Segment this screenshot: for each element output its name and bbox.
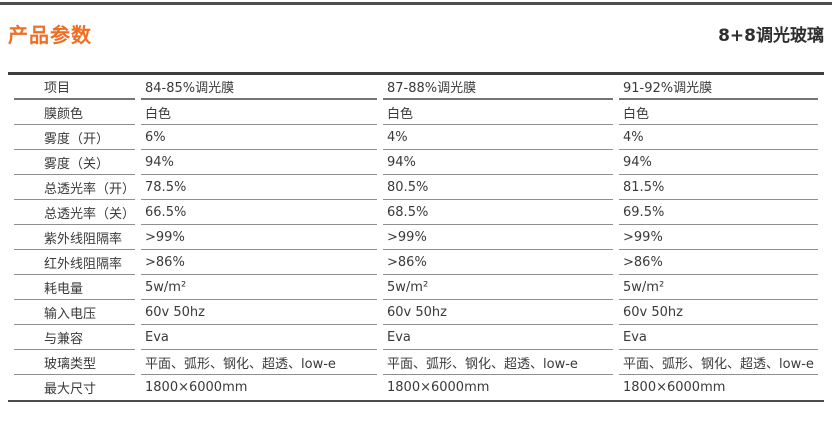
table-row: 玻璃类型 平面、弧形、钢化、超透、low-e 平面、弧形、钢化、超透、low-e 平面…: [14, 350, 818, 375]
table-row: 膜颜色 白色 白色 白色: [14, 100, 818, 125]
spec-table: 项目 84-85%调光膜 87-88%调光膜 91-92%调光膜 膜颜色 白色 白色 白色雾…: [8, 75, 824, 400]
spec-value: 68.5%: [383, 200, 614, 225]
table-row: 紫外线阻隔率 >99% >99% >99%: [14, 225, 818, 250]
spec-value: 白色: [383, 100, 614, 125]
spec-value: 69.5%: [619, 200, 818, 225]
spec-value: 1800×6000mm: [623, 380, 726, 395]
header: 产品参数 8+8调光玻璃: [0, 20, 832, 47]
page-title: 产品参数: [8, 22, 92, 47]
row-label: 雾度（关）: [14, 150, 136, 175]
spec-value: 1800×6000mm: [387, 380, 490, 395]
column-header-item: 项目: [14, 75, 136, 100]
table-header-row: 项目 84-85%调光膜 87-88%调光膜 91-92%调光膜: [14, 75, 818, 100]
spec-value: 平面、弧形、钢化、超透、low-e: [383, 350, 614, 375]
spec-value: >86%: [141, 250, 378, 275]
table-head: 项目 84-85%调光膜 87-88%调光膜 91-92%调光膜: [14, 75, 818, 100]
column-header-film: 91-92%调光膜: [619, 75, 818, 100]
spec-value: Eva: [619, 325, 818, 350]
spec-value: 4%: [619, 125, 818, 150]
row-label: 最大尺寸: [44, 382, 97, 397]
spec-value: 60v 50hz: [383, 300, 614, 325]
table-row: 红外线阻隔率 >86% >86% >86%: [14, 250, 818, 275]
spec-value: >99%: [619, 225, 818, 250]
spec-value: 平面、弧形、钢化、超透、low-e: [619, 350, 818, 375]
spec-table-wrap: 项目 84-85%调光膜 87-88%调光膜 91-92%调光膜 膜颜色 白色 白色 白色雾…: [8, 72, 824, 402]
table-row: 雾度（关） 94% 94% 94%: [14, 150, 818, 175]
spec-value: 60v 50hz: [619, 300, 818, 325]
spec-value: 94%: [619, 150, 818, 175]
table-row: 耗电量 5w/m² 5w/m² 5w/m²: [14, 275, 818, 300]
spec-value: 94%: [383, 150, 614, 175]
spec-value: 6%: [141, 125, 378, 150]
table-row: 输入电压 60v 50hz 60v 50hz 60v 50hz: [14, 300, 818, 325]
spec-value: 白色: [619, 100, 818, 125]
spec-value: >86%: [619, 250, 818, 275]
spec-value: 5w/m²: [619, 275, 818, 300]
row-label: 雾度（开）: [14, 125, 136, 150]
spec-value: 80.5%: [383, 175, 614, 200]
row-label: 与兼容: [14, 325, 136, 350]
spec-value: Eva: [141, 325, 378, 350]
spec-value: >99%: [141, 225, 378, 250]
table-row: 总透光率（开） 78.5% 80.5% 81.5%: [14, 175, 818, 200]
spec-value: >99%: [383, 225, 614, 250]
spec-value: 5w/m²: [141, 275, 378, 300]
table-row: 雾度（开） 6% 4% 4%: [14, 125, 818, 150]
spec-value: 白色: [141, 100, 378, 125]
top-divider: [0, 2, 832, 5]
spec-value: 81.5%: [619, 175, 818, 200]
spec-value: 94%: [141, 150, 378, 175]
spec-value: Eva: [383, 325, 614, 350]
table-body: 膜颜色 白色 白色 白色 雾度（开） 6% 4% 4% 雾度（关） 94% 94% 94% 总透光率（开…: [14, 100, 818, 400]
row-label: 总透光率（开）: [14, 175, 136, 200]
spec-value: 60v 50hz: [141, 300, 378, 325]
row-label: 耗电量: [14, 275, 136, 300]
table-row: 最大尺寸 1800×6000mm 1800×6000mm 1800×6000mm: [14, 375, 818, 400]
spec-value: 5w/m²: [383, 275, 614, 300]
column-header-film: 87-88%调光膜: [383, 75, 614, 100]
spec-value: 66.5%: [141, 200, 378, 225]
spec-value: 平面、弧形、钢化、超透、low-e: [141, 350, 378, 375]
row-label: 红外线阻隔率: [14, 250, 136, 275]
row-label: 膜颜色: [14, 100, 136, 125]
table-row: 与兼容 Eva Eva Eva: [14, 325, 818, 350]
row-label: 紫外线阻隔率: [14, 225, 136, 250]
row-label: 输入电压: [14, 300, 136, 325]
product-name: 8+8调光玻璃: [718, 25, 824, 46]
spec-value: >86%: [383, 250, 614, 275]
row-label: 玻璃类型: [14, 350, 136, 375]
row-label: 总透光率（关）: [14, 200, 136, 225]
column-header-film: 84-85%调光膜: [141, 75, 378, 100]
spec-value: 78.5%: [141, 175, 378, 200]
page: 产品参数 8+8调光玻璃 项目 84-85%调光膜 87-88%调光膜 91-92%调…: [0, 2, 832, 402]
table-row: 总透光率（关） 66.5% 68.5% 69.5%: [14, 200, 818, 225]
spec-value: 4%: [383, 125, 614, 150]
spec-value: 1800×6000mm: [145, 380, 248, 395]
